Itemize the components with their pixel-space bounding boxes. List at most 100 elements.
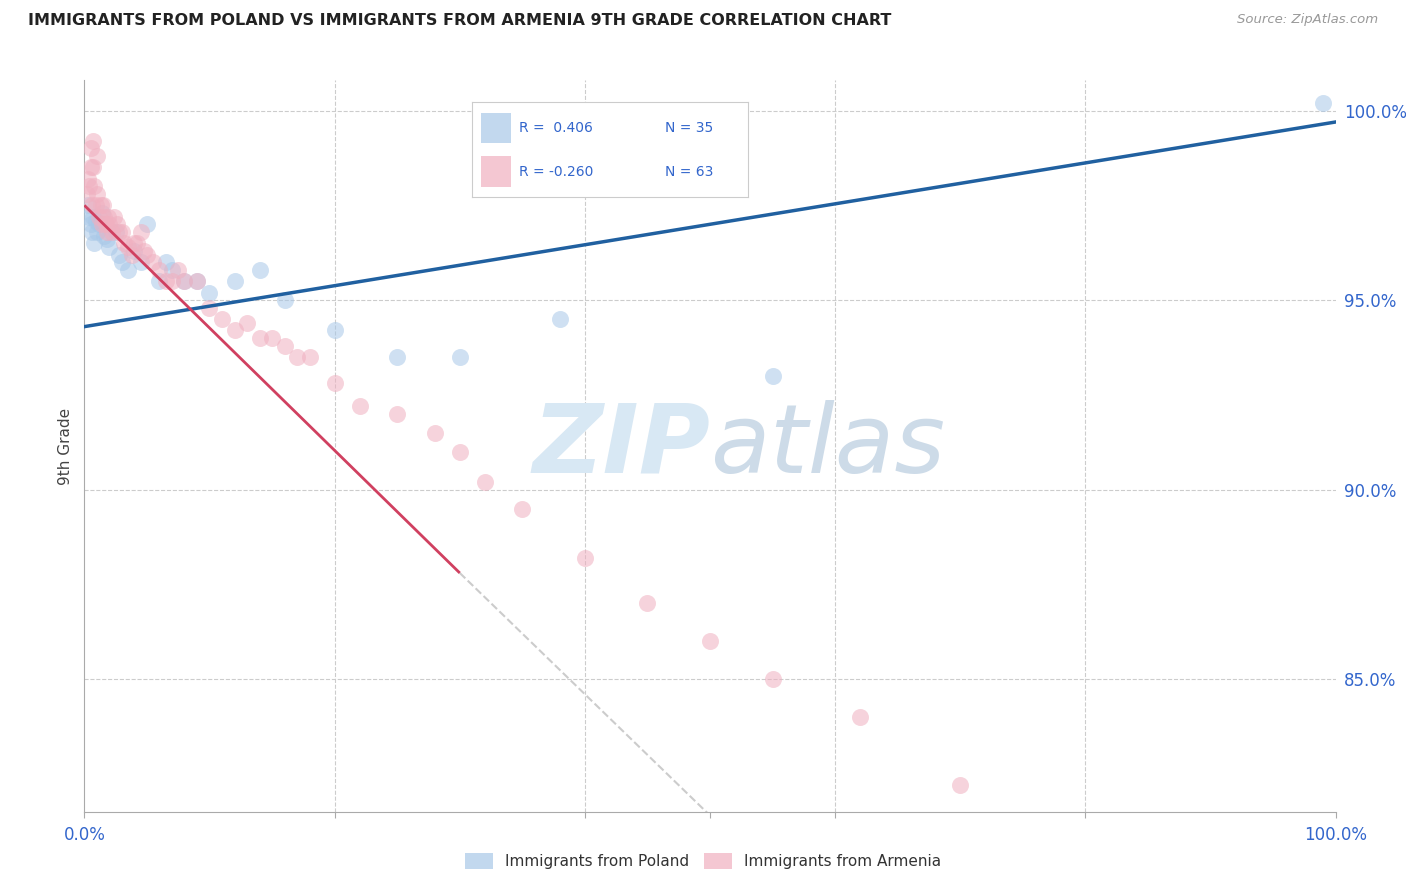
Point	[82, 210, 104, 224]
Point	[117, 240, 139, 254]
Point	[198, 301, 221, 315]
Point	[186, 274, 208, 288]
Point	[155, 255, 177, 269]
Point	[249, 331, 271, 345]
Point	[96, 232, 118, 246]
Point	[474, 475, 496, 489]
Point	[97, 210, 120, 224]
Point	[385, 350, 409, 364]
Point	[89, 217, 111, 231]
Point	[449, 444, 471, 458]
Point	[512, 501, 534, 516]
Text: ZIP: ZIP	[531, 400, 710, 492]
Point	[86, 149, 108, 163]
Point	[124, 244, 146, 258]
Point	[82, 134, 104, 148]
Point	[111, 255, 134, 269]
Point	[93, 210, 115, 224]
Point	[77, 198, 100, 212]
Point	[273, 293, 295, 307]
Point	[83, 179, 105, 194]
Point	[762, 672, 785, 686]
Point	[224, 274, 246, 288]
Point	[160, 262, 183, 277]
Point	[423, 425, 446, 440]
Point	[548, 312, 571, 326]
Point	[148, 274, 170, 288]
Point	[198, 285, 221, 300]
Point	[173, 274, 195, 288]
Point	[1312, 95, 1334, 110]
Point	[83, 236, 105, 251]
Point	[637, 596, 659, 610]
Point	[111, 225, 134, 239]
Point	[699, 634, 721, 648]
Point	[385, 407, 409, 421]
Point	[117, 262, 139, 277]
Point	[105, 217, 128, 231]
Point	[77, 171, 100, 186]
Point	[449, 350, 471, 364]
Point	[262, 331, 284, 345]
Point	[98, 217, 121, 231]
Point	[80, 225, 103, 239]
Point	[142, 255, 165, 269]
Point	[121, 247, 143, 261]
Point	[849, 710, 872, 724]
Point	[124, 236, 146, 251]
Point	[84, 198, 107, 212]
Point	[108, 225, 131, 239]
Point	[90, 217, 112, 231]
Point	[236, 316, 259, 330]
Point	[129, 225, 152, 239]
Text: IMMIGRANTS FROM POLAND VS IMMIGRANTS FROM ARMENIA 9TH GRADE CORRELATION CHART: IMMIGRANTS FROM POLAND VS IMMIGRANTS FRO…	[28, 13, 891, 29]
Point	[224, 323, 246, 337]
Point	[762, 368, 785, 383]
Point	[323, 376, 346, 391]
Point	[949, 778, 972, 792]
Point	[112, 236, 135, 251]
Point	[167, 262, 190, 277]
Point	[79, 161, 101, 175]
Point	[574, 550, 596, 565]
Point	[349, 399, 371, 413]
Point	[98, 240, 121, 254]
Point	[86, 186, 108, 201]
Point	[79, 141, 101, 155]
Point	[129, 255, 152, 269]
Point	[82, 161, 104, 175]
Point	[323, 323, 346, 337]
Point	[86, 225, 108, 239]
Point	[94, 217, 117, 231]
Legend: Immigrants from Poland, Immigrants from Armenia: Immigrants from Poland, Immigrants from …	[458, 847, 948, 875]
Point	[173, 274, 195, 288]
Point	[79, 217, 101, 231]
Point	[148, 262, 170, 277]
Point	[134, 244, 156, 258]
Point	[249, 262, 271, 277]
Point	[160, 274, 183, 288]
Point	[96, 225, 118, 239]
Point	[93, 228, 115, 243]
Text: Source: ZipAtlas.com: Source: ZipAtlas.com	[1237, 13, 1378, 27]
Point	[285, 350, 308, 364]
Point	[273, 338, 295, 352]
Point	[79, 179, 101, 194]
Point	[108, 247, 131, 261]
Point	[79, 210, 101, 224]
Point	[136, 247, 159, 261]
Point	[125, 236, 148, 251]
Point	[103, 210, 125, 224]
Point	[298, 350, 321, 364]
Y-axis label: 9th Grade: 9th Grade	[58, 408, 73, 484]
Point	[91, 198, 114, 212]
Point	[186, 274, 208, 288]
Point	[104, 225, 127, 239]
Text: atlas: atlas	[710, 400, 945, 492]
Point	[136, 217, 159, 231]
Point	[155, 274, 177, 288]
Point	[76, 186, 98, 201]
Point	[84, 213, 107, 227]
Point	[211, 312, 233, 326]
Point	[80, 198, 103, 212]
